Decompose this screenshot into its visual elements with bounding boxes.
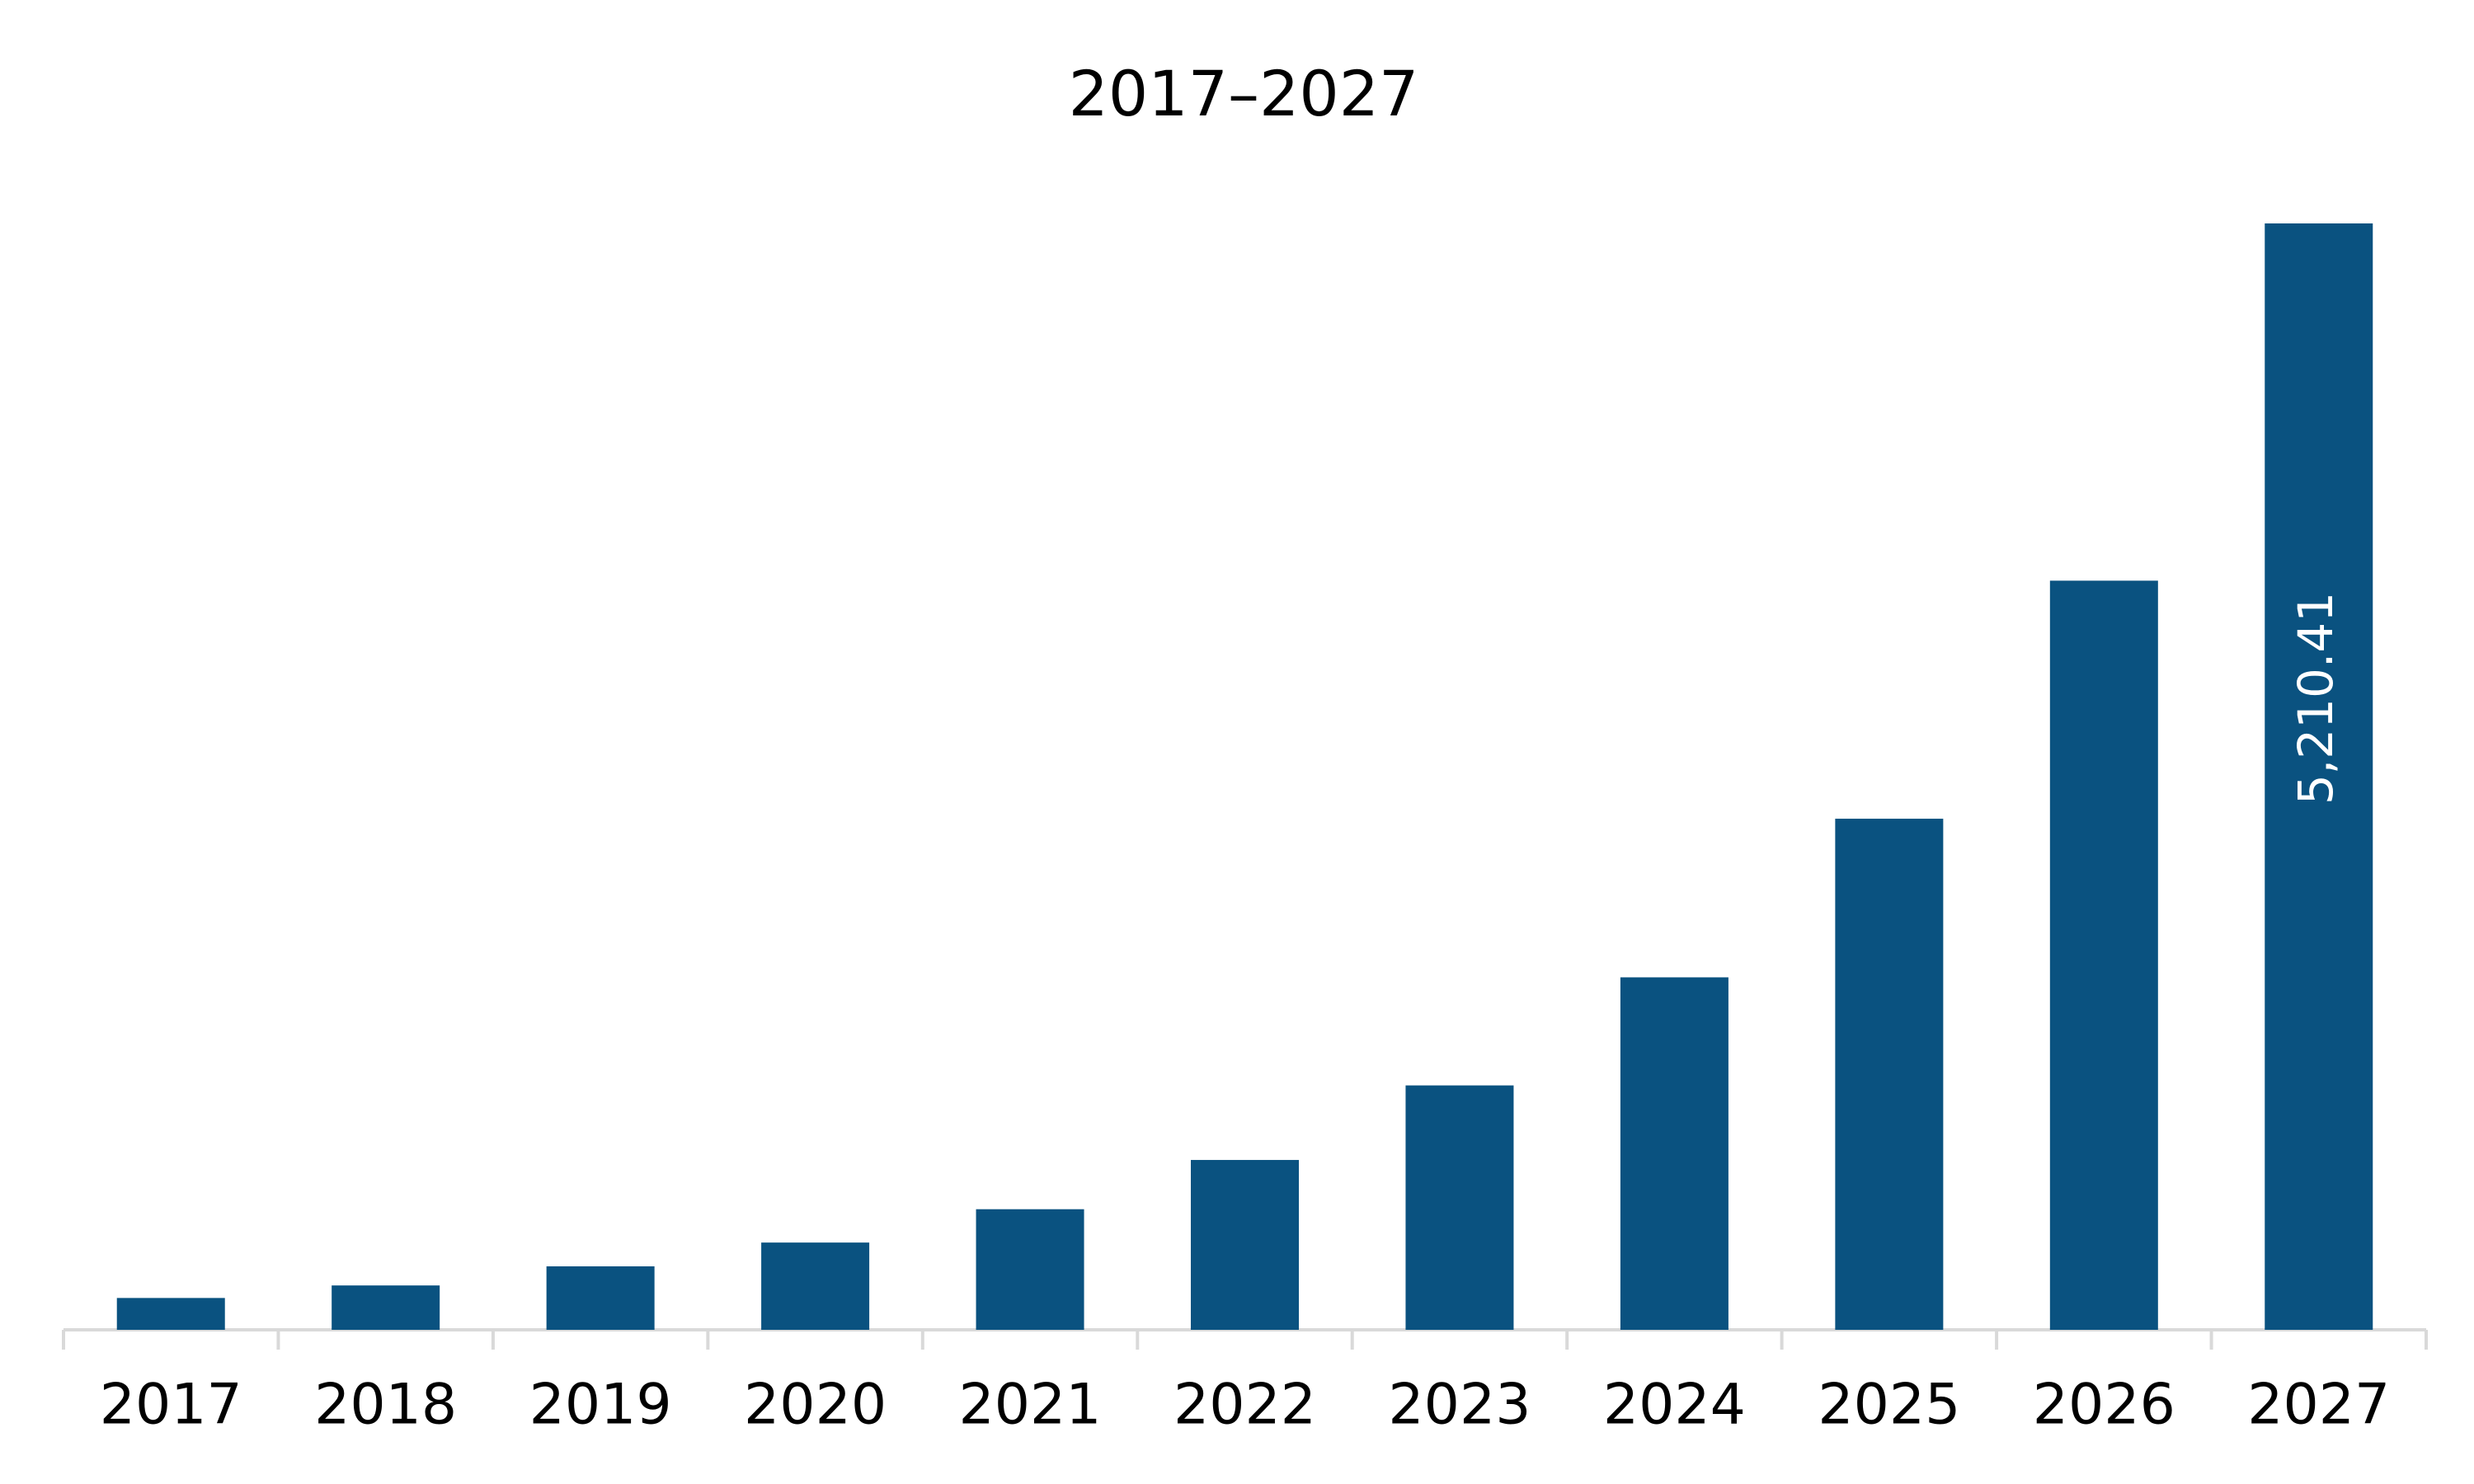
bar (761, 1242, 870, 1330)
bar (1191, 1159, 1299, 1330)
bar (2265, 223, 2373, 1330)
x-tick-label: 2024 (1603, 1373, 1746, 1438)
x-tick-label: 2022 (1174, 1373, 1316, 1438)
x-tick-label: 2020 (744, 1373, 887, 1438)
bar (1835, 819, 1944, 1330)
bar (116, 1298, 225, 1330)
x-tick-label: 2025 (1818, 1373, 1960, 1438)
chart-title: 2017–2027 (1069, 57, 1419, 130)
bar (1620, 977, 1729, 1330)
x-tick-label: 2021 (959, 1373, 1102, 1438)
bar (976, 1209, 1084, 1330)
x-tick-label: 2018 (314, 1373, 457, 1438)
value-label: 5,210.41 (2288, 592, 2344, 805)
bar (1405, 1085, 1514, 1330)
x-tick-label: 2017 (100, 1373, 242, 1438)
x-tick-label: 2019 (529, 1373, 672, 1438)
bar (332, 1285, 440, 1330)
bar (546, 1266, 655, 1330)
bar (2049, 580, 2158, 1330)
x-tick-label: 2026 (2033, 1373, 2175, 1438)
x-tick-label: 2027 (2247, 1373, 2390, 1438)
x-tick-label: 2023 (1388, 1373, 1531, 1438)
